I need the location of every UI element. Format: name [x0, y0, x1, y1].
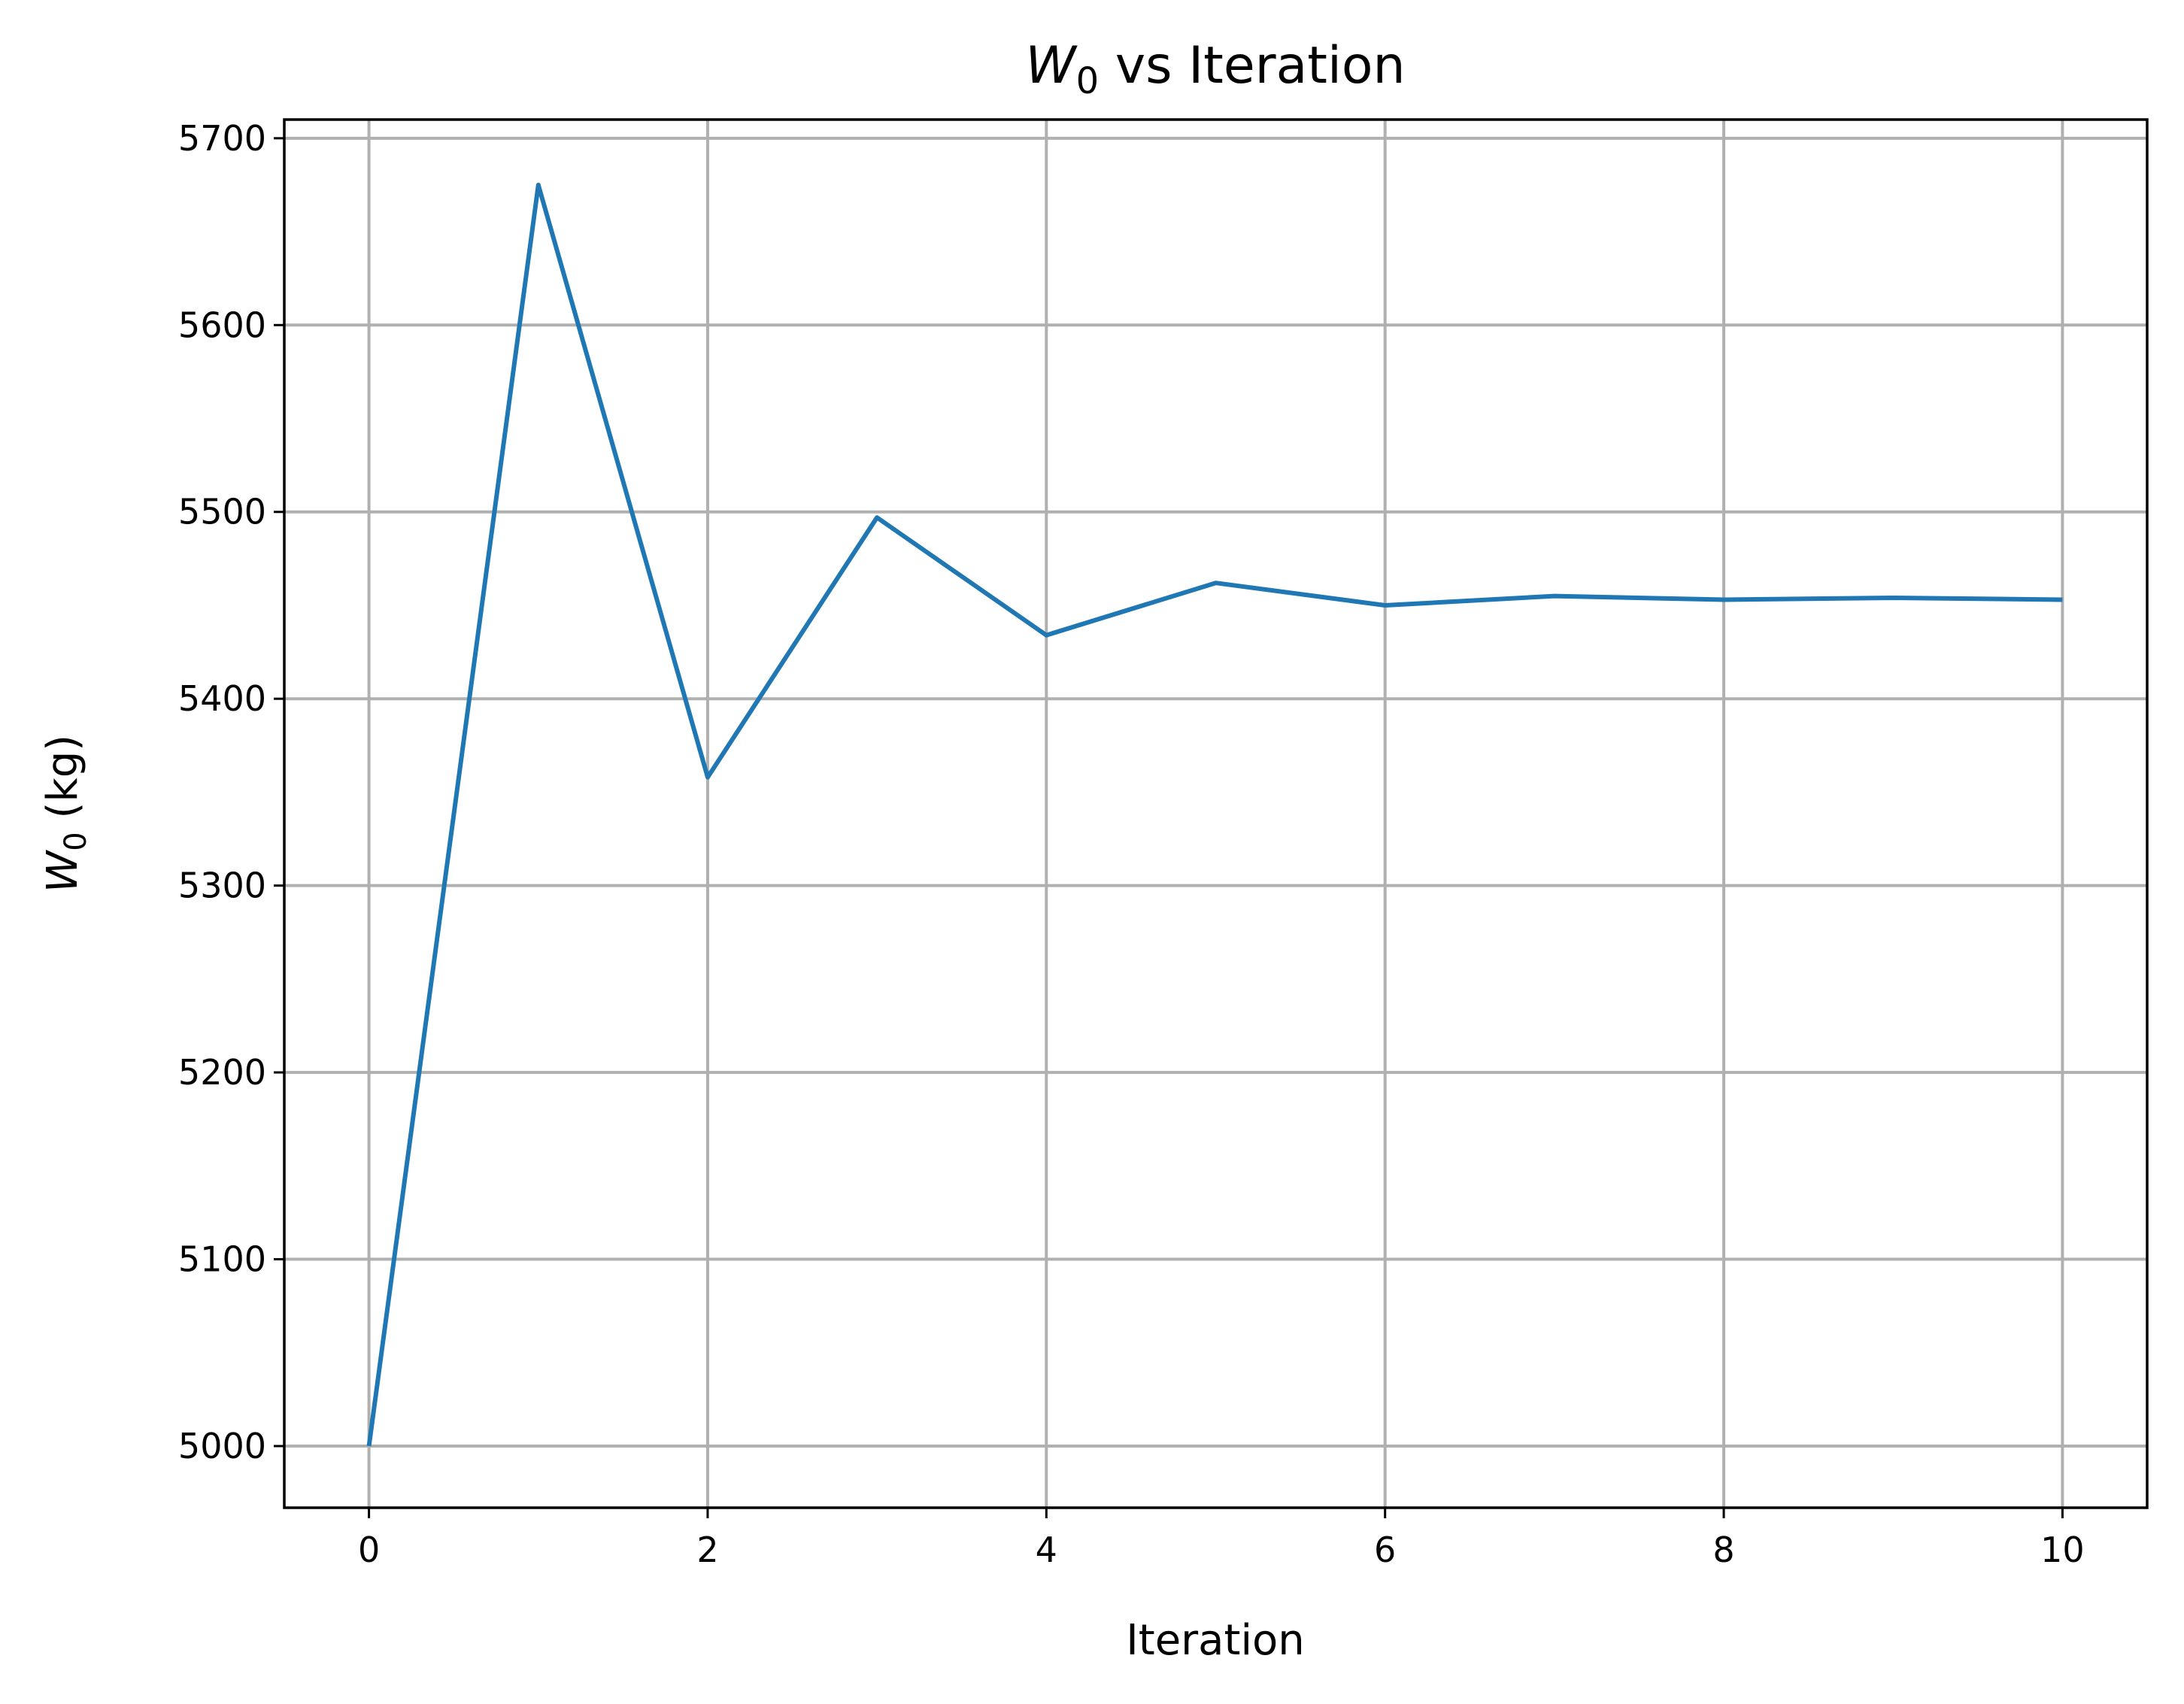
x-axis-label: Iteration — [1126, 1616, 1305, 1665]
y-tick-label: 5200 — [178, 1052, 266, 1093]
x-tick-label: 4 — [1036, 1530, 1057, 1570]
x-tick-label: 6 — [1374, 1530, 1396, 1570]
series-layer — [366, 183, 2063, 1447]
y-tick-label: 5400 — [178, 678, 266, 719]
grid — [284, 120, 2147, 1508]
series-line — [366, 183, 2063, 1447]
x-tick-label: 10 — [2040, 1530, 2085, 1570]
y-tick-label: 5000 — [178, 1426, 266, 1466]
title-main: W — [1025, 36, 1078, 96]
chart-title: W0 vs Iteration — [1025, 36, 1405, 102]
y-label-main: W — [38, 849, 87, 893]
y-label-rest: (kg) — [38, 735, 87, 832]
x-tick-label: 0 — [358, 1530, 380, 1570]
x-tick-label: 8 — [1712, 1530, 1734, 1570]
y-tick-label: 5500 — [178, 492, 266, 532]
plot-frame — [283, 118, 2149, 1509]
y-tick-label: 5300 — [178, 866, 266, 906]
y-axis-label: W0 (kg) — [38, 735, 93, 893]
y-tick-label: 5600 — [178, 305, 266, 345]
y-tick-label: 5700 — [178, 118, 266, 159]
y-tick-label: 5100 — [178, 1239, 266, 1280]
title-subscript: 0 — [1076, 60, 1100, 102]
x-tick-label: 2 — [696, 1530, 718, 1570]
y-label-subscript: 0 — [59, 832, 93, 850]
ticks: 0 2 4 6 8 10 5000 5100 5200 5300 5400 5500 5600 5700 — [178, 118, 2085, 1570]
title-rest: vs Iteration — [1099, 36, 1405, 96]
